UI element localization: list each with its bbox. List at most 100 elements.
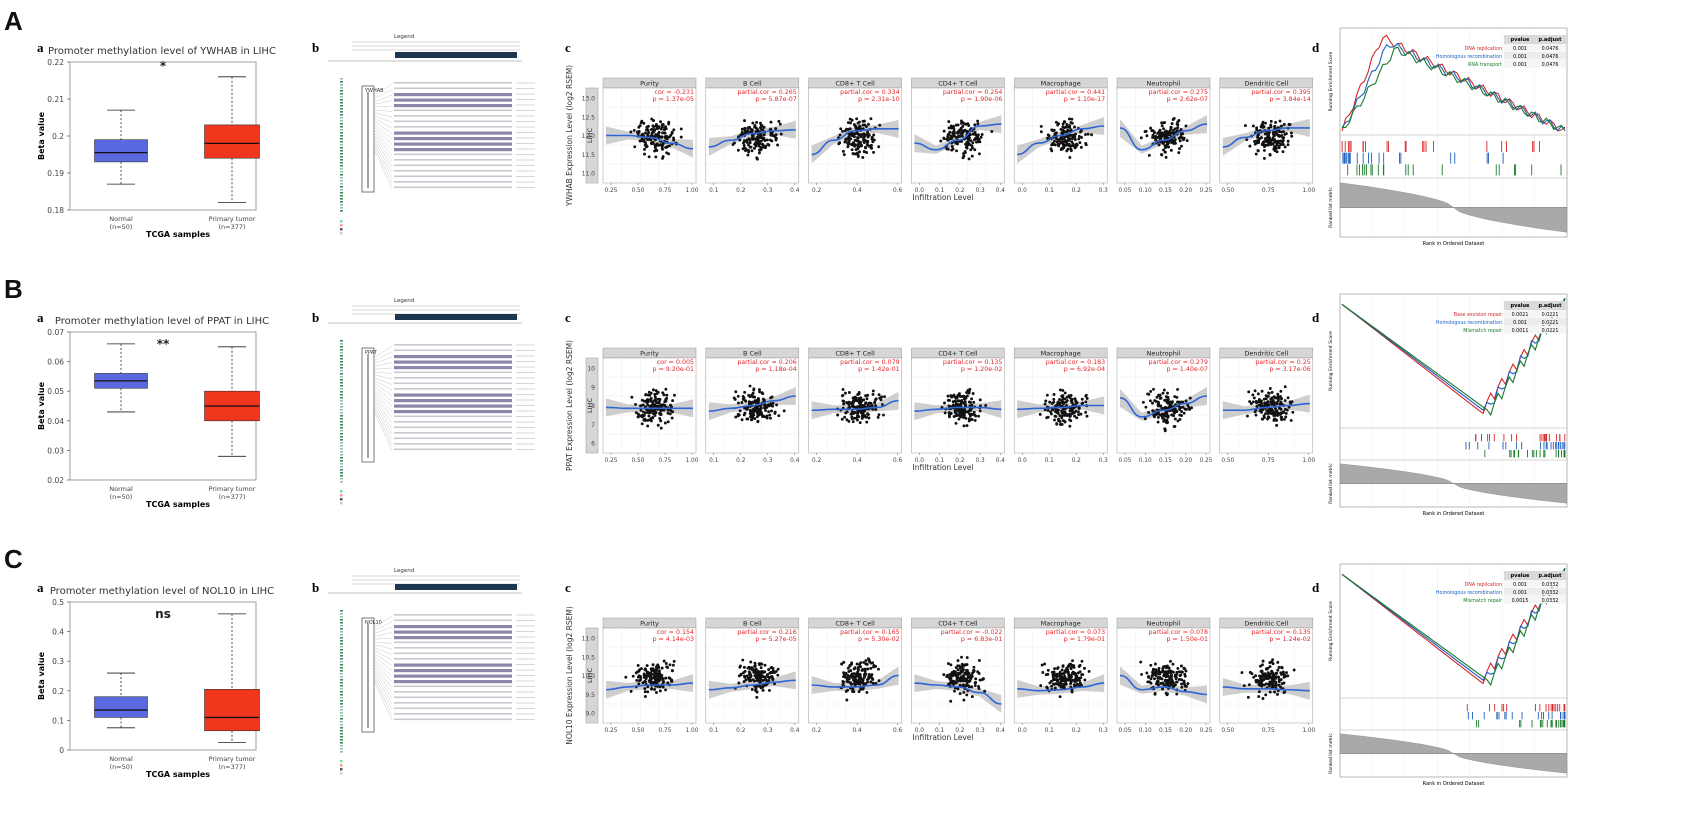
cpg-mark (340, 99, 343, 101)
data-point (1166, 141, 1169, 145)
data-point (1162, 683, 1166, 687)
data-point (751, 408, 755, 412)
data-point (742, 680, 746, 684)
pvalue-label: p = 5.30e-02 (858, 636, 899, 643)
data-point (1271, 142, 1275, 146)
data-point (664, 662, 668, 665)
data-point (971, 392, 975, 395)
data-point (736, 401, 740, 405)
data-point (654, 399, 658, 403)
cpg-mark (340, 622, 343, 624)
data-point (1171, 118, 1175, 121)
cpg-mark (340, 340, 343, 342)
data-point (959, 669, 963, 673)
data-point (758, 121, 762, 125)
confidence-band (606, 126, 693, 158)
data-point (1149, 389, 1153, 393)
data-point (1262, 677, 1266, 681)
data-point (1283, 407, 1287, 411)
cpg-mark (340, 451, 343, 453)
table-pvalue: 0.001 (1513, 46, 1527, 52)
gene-label: YWHAB (364, 88, 384, 94)
data-point (865, 133, 869, 136)
data-point (1051, 675, 1055, 679)
x-tick-label: 0.25 (1200, 728, 1213, 734)
connector-line (373, 149, 393, 189)
data-point (876, 415, 880, 419)
data-point (1264, 143, 1268, 147)
table-padjust: 0.0332 (1542, 582, 1559, 588)
data-point (666, 420, 670, 424)
data-point (851, 143, 855, 147)
data-point (757, 388, 761, 392)
data-point (1053, 143, 1057, 147)
cpg-mark (340, 745, 343, 747)
data-point (1269, 682, 1273, 686)
methylation-row (394, 360, 512, 364)
data-point (859, 665, 862, 669)
data-point (1175, 680, 1179, 684)
box-iqr (204, 689, 260, 732)
data-point (972, 665, 976, 669)
data-point (1075, 682, 1079, 686)
trend-line (1017, 125, 1105, 156)
connector-line (373, 405, 393, 440)
data-point (1280, 671, 1284, 675)
cpg-mark (340, 424, 343, 426)
data-point (1075, 142, 1078, 146)
x-axis-label: Rank in Ordered Dataset (1423, 241, 1485, 247)
data-point (954, 681, 958, 685)
group-label: Normal (109, 755, 133, 763)
data-point (765, 138, 769, 142)
data-point (649, 141, 653, 145)
cpg-mark (340, 147, 343, 149)
data-point (1279, 400, 1283, 404)
x-axis-label: Infiltration Level (913, 463, 974, 472)
x-tick-label: 0.4 (996, 728, 1006, 734)
data-point (971, 132, 975, 136)
data-point (1164, 155, 1168, 159)
data-point (755, 695, 759, 699)
data-point (1275, 143, 1279, 147)
data-point (965, 140, 969, 144)
data-point (978, 409, 982, 413)
data-point (749, 674, 753, 678)
connector-line (373, 143, 393, 178)
cpg-mark (340, 373, 343, 375)
x-axis-label: TCGA samples (146, 230, 210, 239)
data-point (1278, 407, 1282, 410)
data-point (645, 401, 649, 405)
data-point (865, 420, 869, 424)
table-header: pvalue (1511, 573, 1530, 579)
data-point (856, 136, 859, 140)
connector-line (373, 653, 393, 666)
data-point (670, 678, 674, 682)
data-point (670, 405, 673, 409)
data-point (960, 655, 963, 659)
data-point (1067, 672, 1070, 676)
cpg-mark (340, 637, 343, 639)
facet-title: B Cell (743, 80, 762, 88)
data-point (1078, 681, 1082, 685)
data-point (1283, 132, 1287, 136)
data-point (977, 685, 980, 688)
data-point (1053, 132, 1057, 136)
data-point (980, 678, 984, 682)
correlation-label: partial.cor = 0.441 (1046, 89, 1105, 96)
data-point (756, 420, 760, 424)
data-point (1070, 409, 1074, 413)
correlation-label: partial.cor = 0.206 (737, 359, 796, 366)
data-point (1259, 125, 1263, 129)
methylation-row (394, 410, 512, 414)
correlation-label: partial.cor = 0.395 (1251, 89, 1310, 96)
data-point (865, 397, 869, 401)
cpg-mark (340, 358, 343, 360)
pvalue-label: p = 5.87e-07 (755, 96, 796, 103)
cpg-mark (340, 114, 343, 116)
y-tick-label: 0.1 (52, 716, 64, 725)
table-header: pvalue (1511, 37, 1530, 43)
data-point (1266, 394, 1270, 398)
data-point (1045, 393, 1049, 397)
data-point (843, 391, 847, 395)
cpg-mark (340, 126, 343, 128)
